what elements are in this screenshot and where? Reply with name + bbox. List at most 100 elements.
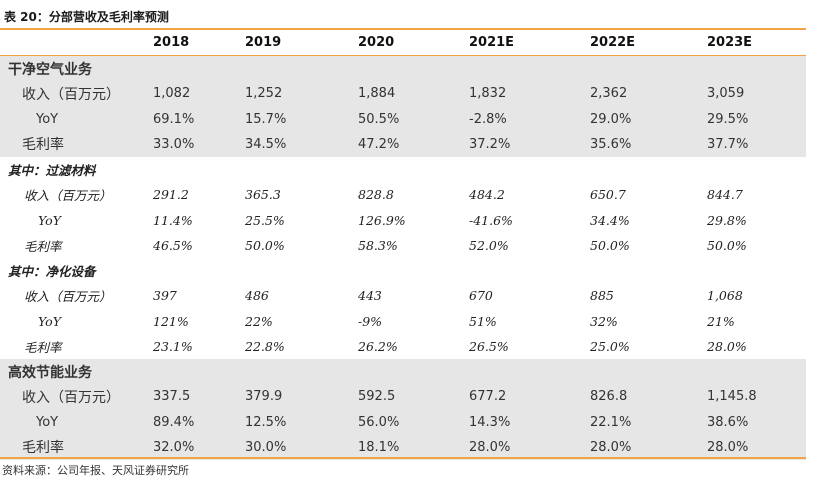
cell: 15.7% [245, 106, 358, 132]
cell: 38.6% [707, 409, 806, 435]
cell: 670 [469, 288, 493, 304]
cell: 29.8% [707, 212, 747, 228]
cell: 89.4% [153, 409, 245, 435]
table-row-subsection: 其中：净化设备 [0, 258, 806, 283]
cell: 50.5% [358, 106, 469, 132]
cell: 11.4% [153, 212, 193, 228]
cell: 677.2 [469, 384, 590, 410]
cell: 826.8 [590, 384, 707, 410]
cell: 25.0% [590, 338, 630, 354]
row-label: 毛利率 [0, 434, 153, 460]
cell: 35.6% [590, 131, 707, 157]
cell: 885 [590, 288, 614, 304]
table-row: YoY 121% 22% -9% 51% 32% 21% [0, 309, 806, 334]
row-label: YoY [38, 313, 61, 329]
cell: -2.8% [469, 106, 590, 132]
cell: 47.2% [358, 131, 469, 157]
row-label: 其中：净化设备 [8, 264, 96, 280]
cell: 592.5 [358, 384, 469, 410]
header-year: 2018 [153, 35, 190, 50]
cell: 25.5% [245, 212, 285, 228]
table-row: 毛利率 23.1% 22.8% 26.2% 26.5% 25.0% 28.0% [0, 334, 806, 359]
table-row-section: 干净空气业务 [0, 55, 806, 82]
cell: 1,832 [469, 81, 590, 107]
cell [153, 157, 245, 182]
cell: 486 [245, 288, 269, 304]
table-row-subsection: 其中：过滤材料 [0, 157, 806, 182]
cell [707, 157, 806, 182]
table-row: 收入（百万元） 337.5 379.9 592.5 677.2 826.8 1,… [0, 384, 806, 410]
cell: 50.0% [707, 237, 747, 253]
cell [707, 258, 806, 283]
header-row: 2018 2019 2020 2021E 2022E 2023E [0, 30, 806, 56]
row-label: 毛利率 [24, 339, 62, 355]
cell: 30.0% [245, 434, 358, 460]
header-year: 2022E [590, 35, 636, 50]
cell: 32.0% [153, 434, 245, 460]
table-row: 毛利率 33.0% 34.5% 47.2% 37.2% 35.6% 37.7% [0, 131, 806, 157]
cell [153, 258, 245, 283]
cell: 22% [245, 313, 273, 329]
cell: 37.2% [469, 131, 590, 157]
cell: 379.9 [245, 384, 358, 410]
table-row: YoY 11.4% 25.5% 126.9% -41.6% 34.4% 29.8… [0, 208, 806, 233]
cell: 26.5% [469, 338, 509, 354]
cell [469, 359, 590, 385]
cell: 33.0% [153, 131, 245, 157]
cell: 1,252 [245, 81, 358, 107]
cell: 32% [590, 313, 618, 329]
row-label: 毛利率 [0, 131, 153, 157]
table-row: 毛利率 32.0% 30.0% 18.1% 28.0% 28.0% 28.0% [0, 434, 806, 460]
cell: 26.2% [358, 338, 398, 354]
table-row: 收入（百万元） 291.2 365.3 828.8 484.2 650.7 84… [0, 182, 806, 207]
cell: 484.2 [469, 187, 505, 203]
cell: 22.1% [590, 409, 707, 435]
cell [358, 157, 469, 182]
cell [358, 258, 469, 283]
row-label: YoY [38, 212, 61, 228]
table-row-section: 高效节能业务 [0, 359, 806, 385]
header-year: 2023E [707, 35, 753, 50]
table-row: 收入（百万元） 1,082 1,252 1,884 1,832 2,362 3,… [0, 81, 806, 107]
cell [153, 359, 245, 385]
cell: 29.5% [707, 106, 806, 132]
cell: 1,082 [153, 81, 245, 107]
cell: 50.0% [590, 237, 630, 253]
cell [707, 359, 806, 385]
cell: 2,362 [590, 81, 707, 107]
cell: -9% [358, 313, 383, 329]
cell: 828.8 [358, 187, 394, 203]
cell: -41.6% [469, 212, 513, 228]
cell: 34.5% [245, 131, 358, 157]
bottom-rule [0, 457, 806, 459]
cell: 50.0% [245, 237, 285, 253]
row-label: 收入（百万元） [24, 289, 112, 305]
cell: 69.1% [153, 106, 245, 132]
table-row: YoY 89.4% 12.5% 56.0% 14.3% 22.1% 38.6% [0, 409, 806, 435]
row-label: 毛利率 [24, 238, 62, 254]
cell: 121% [153, 313, 189, 329]
cell: 397 [153, 288, 177, 304]
cell [245, 157, 358, 182]
cell: 844.7 [707, 187, 743, 203]
cell: 337.5 [153, 384, 245, 410]
cell [590, 55, 707, 82]
source-note: 资料来源：公司年报、天风证券研究所 [2, 464, 189, 477]
header-year: 2021E [469, 35, 515, 50]
cell: 1,068 [707, 288, 743, 304]
cell [358, 55, 469, 82]
table-row: 毛利率 46.5% 50.0% 58.3% 52.0% 50.0% 50.0% [0, 233, 806, 258]
cell: 18.1% [358, 434, 469, 460]
row-label: 收入（百万元） [24, 188, 112, 204]
cell: 650.7 [590, 187, 626, 203]
header-year: 2019 [245, 35, 282, 50]
cell [245, 55, 358, 82]
cell: 58.3% [358, 237, 398, 253]
cell: 46.5% [153, 237, 193, 253]
row-label: 收入（百万元） [0, 384, 153, 410]
row-label: 干净空气业务 [0, 55, 153, 82]
cell [245, 359, 358, 385]
cell: 21% [707, 313, 735, 329]
cell: 12.5% [245, 409, 358, 435]
cell: 22.8% [245, 338, 285, 354]
